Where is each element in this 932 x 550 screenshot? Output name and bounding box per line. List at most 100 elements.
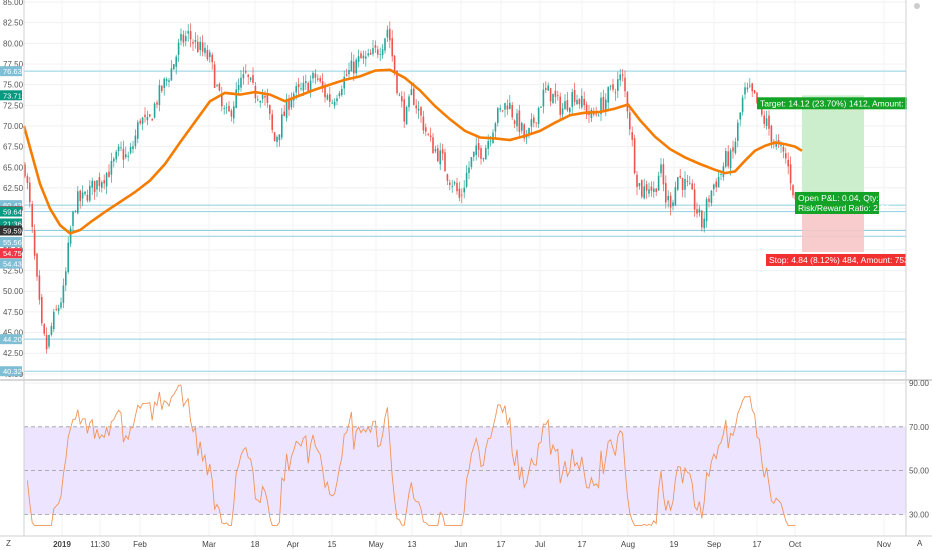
price-badge (0, 200, 22, 211)
candle-body (391, 38, 393, 57)
candle-body (602, 96, 605, 110)
candle-body (511, 105, 513, 118)
candle-body (434, 149, 437, 152)
candle-body (89, 185, 91, 201)
candle-body (221, 93, 223, 107)
candle-body (79, 190, 81, 202)
candle-body (535, 122, 537, 124)
candle-body (144, 114, 146, 117)
candle-body (437, 148, 439, 162)
candle-body (746, 87, 749, 90)
candle-body (785, 153, 787, 159)
candle-body (36, 253, 38, 277)
z-label: Z (6, 539, 11, 548)
candle-body (619, 74, 621, 81)
candle-body (662, 164, 665, 185)
candle-body (29, 182, 31, 203)
stop-zone[interactable] (802, 211, 864, 252)
settings-icon[interactable] (914, 3, 920, 9)
candle-body (432, 137, 434, 154)
date-tick-label: Jun (455, 540, 468, 549)
candle-body (132, 146, 134, 150)
candle-body (708, 198, 710, 202)
candle-body (170, 68, 173, 81)
candle-body (775, 141, 777, 147)
candle-body (137, 122, 139, 139)
time-axis[interactable]: 2019 11:30 Feb Mar 18 Apr 15 May 13 Jun 17 Jul 17 Aug… (0, 535, 932, 549)
price-tick-label: 62.50 (3, 184, 24, 193)
candle-body (446, 174, 449, 181)
candlestick-series (24, 21, 797, 354)
date-tick-label: Feb (133, 540, 147, 549)
candle-body (93, 180, 96, 193)
candle-body (701, 210, 703, 228)
candle-body (345, 74, 348, 76)
rsi-tick-label: 30.00 (909, 510, 930, 519)
price-badge (0, 258, 22, 269)
candle-body (312, 72, 314, 79)
candle-body (199, 41, 201, 50)
candle-body (660, 164, 662, 174)
date-tick-label: May (368, 540, 383, 549)
candle-body (146, 116, 149, 121)
candle-body (343, 76, 345, 89)
price-badge (0, 206, 22, 217)
candle-body (777, 139, 780, 144)
candle-body (386, 29, 389, 38)
candle-body (458, 188, 461, 198)
candle-body (470, 157, 473, 167)
candle-body (247, 74, 249, 77)
candle-body (645, 184, 648, 191)
price-tick-label: 47.50 (3, 308, 24, 317)
candle-body (163, 78, 165, 88)
candle-body (302, 82, 305, 91)
a-label: A (917, 539, 923, 548)
candle-body (444, 152, 446, 172)
price-tick-label: 70.00 (3, 122, 24, 131)
candle-body (401, 96, 403, 102)
candle-body (547, 85, 549, 91)
price-badge-label: 40.32 (3, 367, 22, 376)
candle-body (233, 106, 235, 119)
date-tick-label: 18 (251, 540, 260, 549)
rsi-axis[interactable]: 90.00 70.00 50.00 30.00 (909, 379, 930, 519)
candle-body (60, 302, 62, 308)
price-badge-label: 55.56 (3, 238, 22, 247)
candle-body (69, 228, 72, 244)
rsi-pane[interactable] (24, 382, 906, 526)
candle-body (578, 98, 581, 105)
candle-body (357, 56, 360, 62)
candle-body (631, 132, 633, 140)
candle-body (566, 100, 569, 111)
candle-body (693, 189, 696, 210)
candle-body (57, 307, 60, 312)
long-position-tool[interactable] (802, 95, 864, 252)
candle-body (139, 120, 141, 124)
candle-body (439, 150, 441, 165)
candle-body (317, 78, 319, 80)
candle-body (393, 55, 396, 74)
candle-body (780, 145, 782, 147)
candle-body (403, 99, 405, 122)
date-tick-label: 13 (408, 540, 417, 549)
candle-body (53, 311, 55, 330)
rsi-grid (24, 382, 906, 515)
price-badge-label: 44.20 (3, 335, 22, 344)
date-tick-label: Aug (621, 540, 635, 549)
candle-body (576, 99, 578, 105)
candle-body (113, 158, 115, 162)
candle-body (482, 158, 485, 160)
price-badge (0, 334, 22, 345)
candle-body (571, 92, 573, 107)
candle-body (276, 136, 278, 142)
candle-body (686, 181, 689, 183)
price-badge (0, 366, 22, 377)
candle-body (597, 115, 600, 117)
candle-body (182, 34, 185, 43)
candle-body (365, 56, 367, 59)
candle-body (732, 147, 734, 152)
candle-body (499, 108, 501, 110)
moving-average-line (22, 68, 803, 235)
candle-body (569, 107, 571, 113)
candle-body (175, 56, 177, 67)
